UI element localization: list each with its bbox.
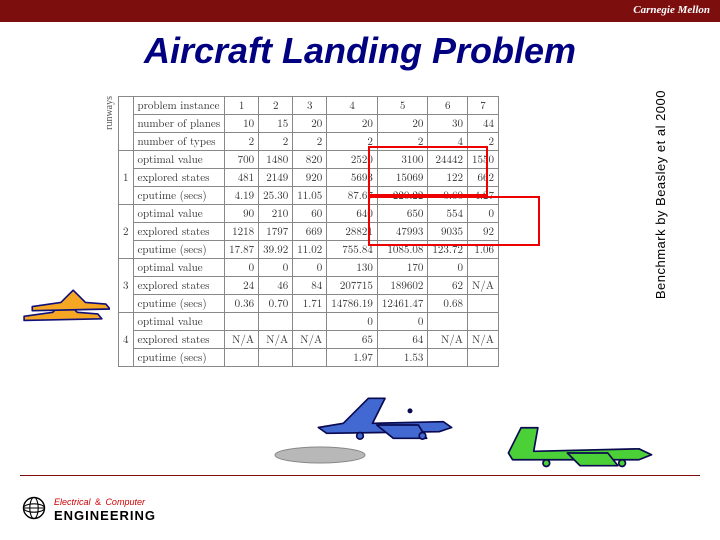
brand-wordmark: Carnegie Mellon bbox=[633, 4, 710, 16]
plane-orange-icon bbox=[20, 270, 110, 330]
runways-axis-label: runways bbox=[104, 96, 115, 130]
benchmark-table-wrap: problem instance1234567number of planes1… bbox=[118, 96, 499, 367]
footer-divider bbox=[20, 475, 700, 476]
ece-word-1: Electrical bbox=[54, 497, 91, 507]
top-brand-bar: Carnegie Mellon bbox=[0, 0, 720, 22]
benchmark-table: problem instance1234567number of planes1… bbox=[118, 96, 499, 367]
ece-word-3: ENGINEERING bbox=[54, 509, 156, 522]
ece-logo: Electrical & Computer ENGINEERING bbox=[20, 493, 156, 522]
slide-title: Aircraft Landing Problem bbox=[0, 30, 720, 72]
side-caption: Benchmark by Beasley et al 2000 bbox=[653, 90, 668, 299]
globe-icon bbox=[20, 494, 48, 522]
ece-word-2: Computer bbox=[105, 497, 145, 507]
shadow-icon bbox=[270, 440, 370, 470]
ece-text: Electrical & Computer ENGINEERING bbox=[54, 493, 156, 522]
plane-green-icon bbox=[500, 410, 660, 475]
ece-amp: & bbox=[95, 497, 101, 507]
